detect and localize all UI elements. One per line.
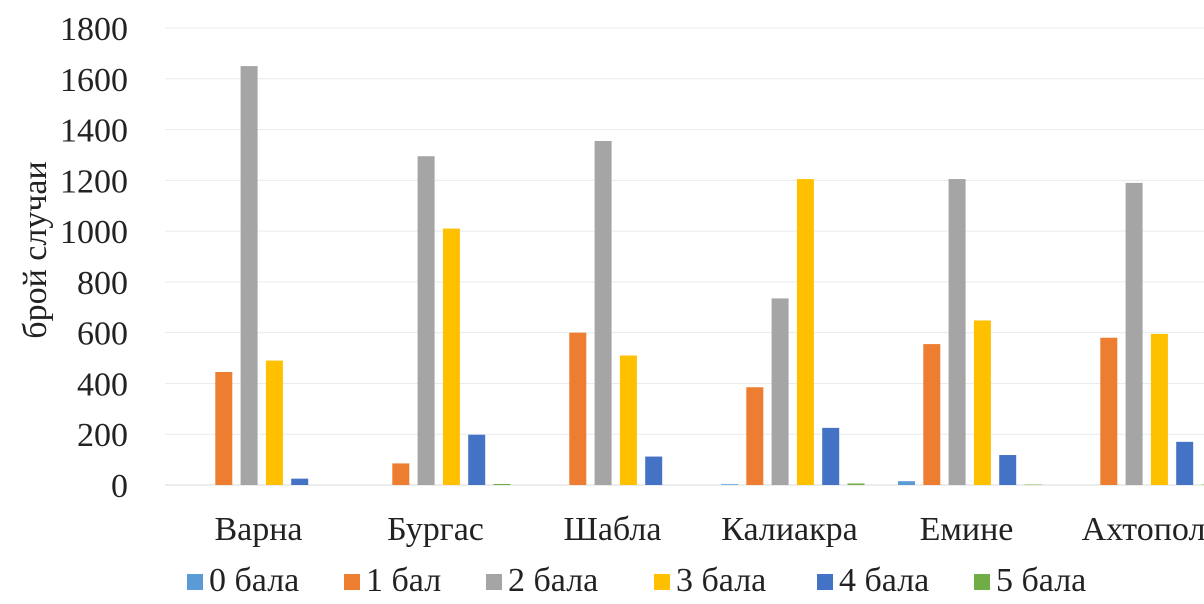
bar — [291, 479, 308, 485]
bar — [392, 463, 409, 485]
legend-swatch — [817, 574, 833, 590]
bar — [721, 484, 738, 485]
bar — [494, 484, 511, 485]
legend-label: 3 бала — [676, 562, 766, 599]
y-tick-label: 200 — [77, 417, 128, 454]
bar — [241, 66, 258, 485]
bar — [468, 435, 485, 485]
bar — [1025, 484, 1042, 485]
legend-label: 5 бала — [996, 562, 1086, 599]
bar — [797, 179, 814, 485]
x-axis-ticks: Варна Бургас Шабла Калиакра Емине Ахтопол — [214, 511, 1204, 548]
legend-label: 0 бала — [209, 562, 299, 599]
y-tick-label: 600 — [77, 316, 128, 353]
y-tick-label: 0 — [111, 468, 128, 505]
y-axis-label: брой случаи — [17, 161, 54, 338]
legend-swatch — [486, 574, 502, 590]
bar — [923, 344, 940, 485]
bar — [1126, 183, 1143, 485]
bar — [595, 141, 612, 485]
bar — [620, 356, 637, 485]
y-axis-ticks: 0 200 400 600 800 1000 1200 1400 1600 1800 — [60, 11, 128, 505]
legend-label: 4 бала — [839, 562, 929, 599]
legend-swatch — [344, 574, 360, 590]
bar — [1176, 442, 1193, 485]
bar — [1151, 334, 1168, 485]
gridlines — [165, 28, 1204, 485]
y-tick-label: 800 — [77, 265, 128, 302]
y-tick-label: 400 — [77, 366, 128, 403]
x-tick-label: Ахтопол — [1082, 511, 1204, 548]
x-tick-label: Калиакра — [721, 511, 857, 548]
legend-label: 1 бал — [366, 562, 441, 599]
legend: 0 бала 1 бал 2 бала 3 бала 4 бала 5 бала — [187, 562, 1086, 599]
x-tick-label: Шабла — [564, 511, 662, 548]
y-tick-label: 1000 — [60, 214, 128, 251]
bar — [898, 481, 915, 485]
y-tick-label: 1600 — [60, 62, 128, 99]
legend-label: 2 бала — [508, 562, 598, 599]
legend-swatch — [187, 574, 203, 590]
bar — [772, 298, 789, 485]
legend-swatch — [974, 574, 990, 590]
y-tick-label: 1200 — [60, 163, 128, 200]
bar — [746, 387, 763, 485]
bar — [443, 229, 460, 485]
bar — [974, 320, 991, 485]
x-tick-label: Варна — [214, 511, 302, 548]
legend-swatch — [654, 574, 670, 590]
y-tick-label: 1800 — [60, 11, 128, 48]
bar — [569, 333, 586, 485]
x-tick-label: Емине — [920, 511, 1014, 548]
bar — [999, 455, 1016, 485]
bar — [1100, 338, 1117, 485]
bar — [645, 457, 662, 485]
bar — [822, 428, 839, 485]
bar — [848, 483, 865, 485]
bar — [266, 361, 283, 485]
bar — [949, 179, 966, 485]
bars — [215, 66, 1204, 485]
bar — [215, 372, 232, 485]
x-tick-label: Бургас — [387, 511, 484, 548]
y-tick-label: 1400 — [60, 113, 128, 150]
bar — [418, 156, 435, 485]
